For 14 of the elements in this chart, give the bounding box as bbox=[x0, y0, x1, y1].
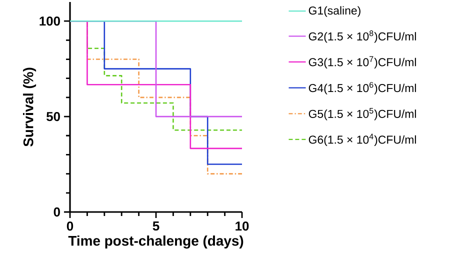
x-tick-label: 5 bbox=[152, 222, 160, 231]
legend-label: G4(1.5 × 10$^{6}$)CFU/ml bbox=[308, 82, 416, 94]
legend-label: G5(1.5 × 10$^{5}$)CFU/ml bbox=[308, 108, 416, 120]
legend-label: G2(1.5 × 10$^{8}$)CFU/ml bbox=[308, 30, 416, 43]
x-tick-label: 10 bbox=[236, 221, 249, 231]
y-axis-title: Survival (%) bbox=[23, 68, 36, 147]
legend-label: G6(1.5 × 10$^{4}$)CFU/ml bbox=[308, 134, 416, 146]
legend-label: G1(saline) bbox=[308, 6, 360, 17]
legend-label: G3(1.5 × 10$^{7}$)CFU/ml bbox=[308, 56, 416, 69]
y-tick-label: 100 bbox=[40, 16, 60, 26]
y-tick-label: 0 bbox=[54, 207, 60, 217]
x-tick-label: 0 bbox=[66, 221, 74, 231]
x-axis-title: Time post-chalenge (days) bbox=[68, 236, 244, 249]
y-tick-label: 50 bbox=[46, 112, 60, 122]
